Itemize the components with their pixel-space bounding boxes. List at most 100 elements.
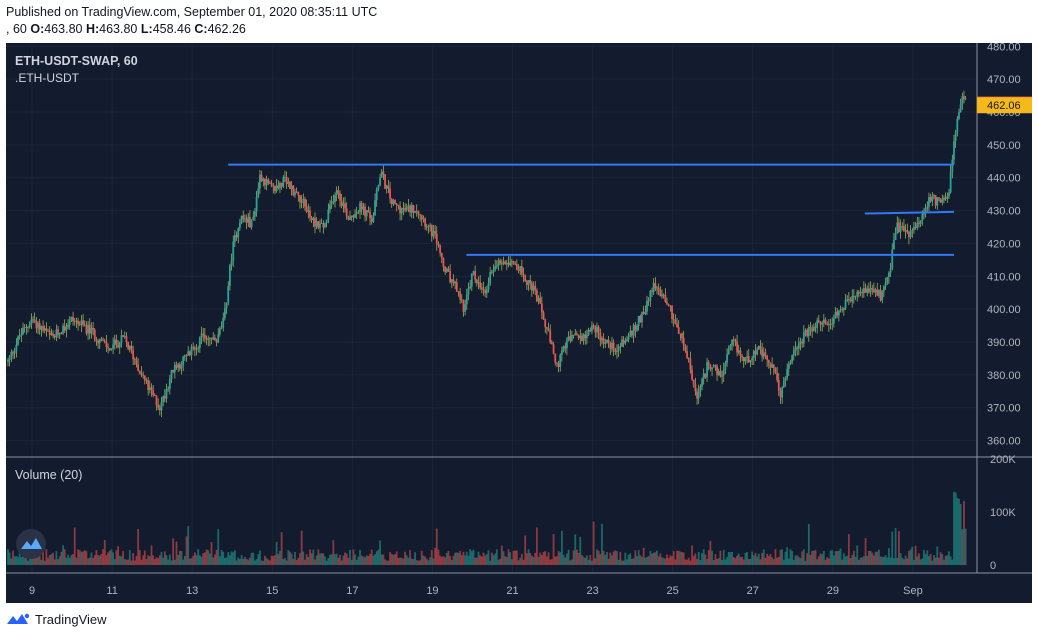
volume-bar [269,560,271,565]
candle-body [556,362,558,364]
candle-body [759,346,762,350]
candle-body [260,174,263,182]
candle-body [43,328,46,331]
candle-body [692,379,695,385]
volume-bar [741,556,743,565]
candle-body [404,208,406,211]
volume-bar [240,555,243,565]
volume-bar [898,531,900,565]
volume-bar [737,553,740,565]
candle-body [302,198,305,203]
candle-body [520,266,523,274]
volume-bar [701,553,703,565]
candle-body [669,305,672,307]
candle-body [959,104,962,113]
candle-body [225,303,228,309]
candle-body [152,390,155,396]
candle-body [212,337,215,340]
volume-bar [185,536,188,565]
volume-bar [170,560,173,565]
volume-bar [582,556,585,565]
volume-bar [228,555,231,565]
price-tick-label: 400.00 [987,304,1021,316]
candle-body [213,337,216,341]
volume-bar [953,491,955,565]
volume-bar [460,555,463,565]
candle-body [629,330,632,337]
volume-bar [27,560,29,565]
tradingview-logo[interactable]: TradingView [6,611,107,627]
candle-body [158,407,161,411]
interval-prefix: , 60 [6,22,27,36]
candle-body [334,195,336,202]
time-tick-label: 9 [29,585,35,597]
candle-body [287,181,290,184]
volume-bar [183,555,186,565]
candle-body [83,324,86,326]
volume-bar [465,551,468,565]
ohlc-h-label: H: [85,22,100,36]
candle-body [484,289,487,294]
volume-bar [484,555,487,565]
volume-bar [449,555,452,565]
volume-bar [287,549,290,565]
time-axis[interactable] [6,574,1032,603]
candle-body [749,360,752,363]
volume-bar [911,546,914,565]
volume-bar [25,555,28,565]
volume-bar [42,550,44,565]
volume-bar [731,551,733,565]
candle-body [827,323,830,325]
horizontal-levels[interactable] [228,163,955,256]
volume-bar [494,553,497,565]
candle-body [821,322,824,325]
candle-body [771,364,774,368]
candle-body [494,266,497,270]
candle-body [736,341,738,353]
candle-body [153,395,156,397]
candle-body [254,211,256,217]
candle-body [380,171,383,178]
volume-bar [757,553,760,565]
price-axis[interactable] [977,43,1032,573]
volume-bar [198,555,201,565]
volume-bar [729,552,732,565]
candle-body [284,176,286,178]
candle-body [392,200,395,205]
candle-body [269,182,271,184]
candle-body [579,335,582,339]
candle-body [270,183,273,186]
volume-tick-label: 100K [990,507,1016,519]
volume-bar [442,556,445,565]
volume-bar [956,497,959,565]
candle-body [851,296,854,302]
level-line[interactable] [864,210,955,215]
candle-body [62,325,64,334]
candle-body [534,285,537,291]
volume-bar [572,550,575,565]
candle-body [906,230,909,233]
volume-bar [244,557,246,565]
watermark-icon[interactable] [16,529,46,559]
volume-bar [571,559,573,565]
candle-body [150,387,153,391]
volume-bar [619,551,622,565]
candle-body [893,239,895,250]
volume-bar [365,555,368,565]
candle-body [87,324,89,334]
candle-body [856,291,859,297]
candle-body [706,362,708,378]
candle-body [339,193,341,201]
volume-bar [292,558,295,565]
volume-bar [10,558,13,565]
time-tick-label: 23 [586,585,598,597]
volume-bar [482,552,485,565]
volume-bar [928,555,930,565]
volume-bar [514,550,517,565]
candle-body [312,218,315,221]
volume-bar [190,558,193,565]
candle-body [904,230,907,232]
volume-bar [554,556,557,565]
candle-body [63,325,66,331]
